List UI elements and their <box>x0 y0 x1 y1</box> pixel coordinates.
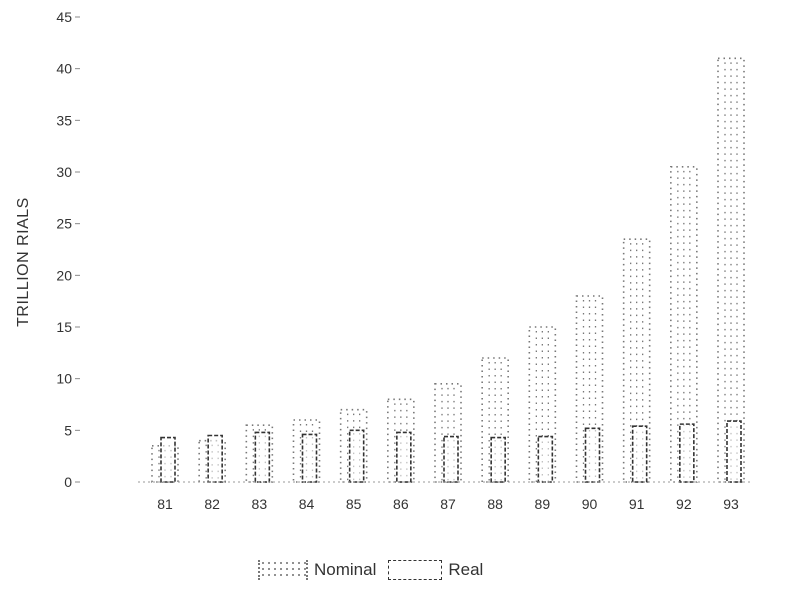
bar-real <box>584 427 601 483</box>
bars <box>138 57 750 483</box>
bar-real <box>160 436 176 483</box>
x-tick-label: 90 <box>582 496 598 512</box>
y-tick-label: 0 <box>64 474 72 490</box>
bar-real <box>537 435 554 483</box>
x-axis: 81 82 83 84 85 86 87 88 89 90 91 92 93 <box>157 496 739 512</box>
y-tick-label: 45 <box>56 9 72 25</box>
x-tick-label: 85 <box>346 496 362 512</box>
bar-real <box>348 429 365 483</box>
bar-real <box>679 423 695 483</box>
y-axis: 0 5 10 15 20 25 30 35 40 45 <box>56 9 80 490</box>
bar-real <box>301 433 318 483</box>
legend-label-nominal: Nominal <box>314 560 377 579</box>
x-tick-label: 92 <box>676 496 692 512</box>
y-tick-label: 5 <box>64 422 72 438</box>
bar-nominal <box>481 357 509 483</box>
legend: Nominal Real <box>258 560 489 580</box>
bar-nominal <box>575 295 604 483</box>
bar-real <box>726 420 742 483</box>
x-tick-label: 83 <box>252 496 268 512</box>
x-tick-label: 93 <box>723 496 739 512</box>
bar-real <box>490 436 506 483</box>
y-tick-label: 35 <box>56 112 72 128</box>
bar-real <box>254 431 271 483</box>
x-tick-label: 91 <box>629 496 645 512</box>
y-axis-label: TRILLION RIALS <box>15 197 32 327</box>
bar-real <box>207 434 223 483</box>
y-tick-label: 20 <box>56 267 72 283</box>
x-tick-label: 84 <box>299 496 315 512</box>
y-tick-label: 40 <box>56 61 72 77</box>
y-tick-label: 10 <box>56 371 72 387</box>
x-tick-label: 81 <box>157 496 173 512</box>
y-tick-label: 25 <box>56 216 72 232</box>
x-tick-label: 87 <box>440 496 456 512</box>
x-tick-label: 86 <box>393 496 409 512</box>
bar-real <box>396 431 412 483</box>
bar-real <box>443 435 459 483</box>
x-tick-label: 88 <box>487 496 503 512</box>
x-tick-label: 82 <box>204 496 220 512</box>
y-tick-label: 30 <box>56 164 72 180</box>
y-tick-label: 15 <box>56 319 72 335</box>
bar-real <box>631 425 648 483</box>
bar-nominal <box>151 445 179 483</box>
legend-label-real: Real <box>448 560 484 579</box>
bar-nominal <box>434 383 462 483</box>
real-swatch <box>388 560 443 580</box>
x-tick-label: 89 <box>535 496 551 512</box>
nominal-swatch <box>258 560 308 580</box>
